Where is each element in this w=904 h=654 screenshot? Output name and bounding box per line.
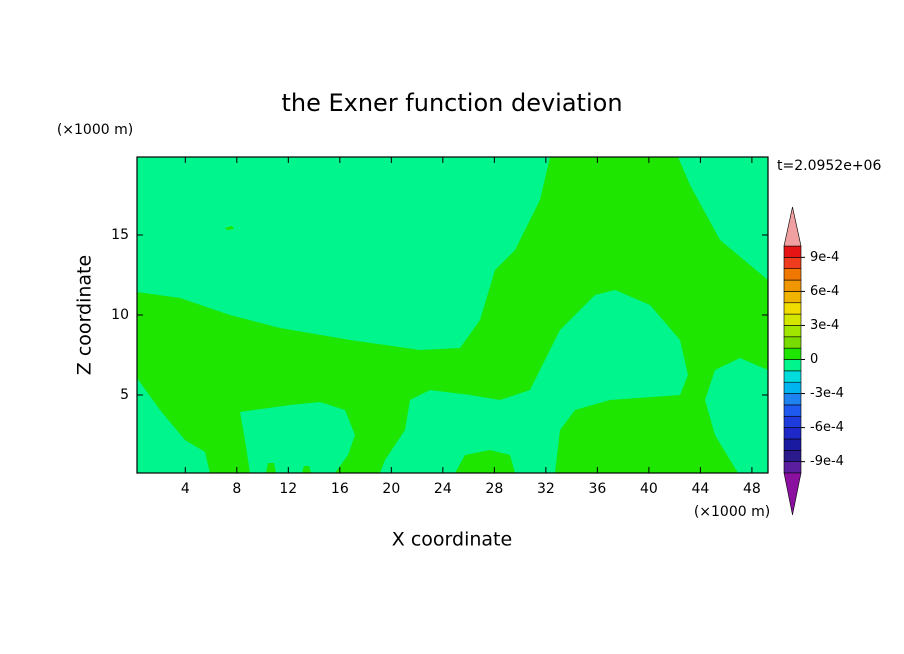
colorbar-tick-label: 6e-4 [810, 284, 839, 299]
colorbar-box [783, 461, 802, 474]
chart-title: the Exner function deviation [281, 89, 622, 117]
contour-region [240, 402, 355, 473]
x-tick-label: 36 [588, 481, 606, 497]
colorbar-box [783, 291, 802, 304]
y-axis-label: Z coordinate [74, 255, 96, 375]
colorbar-box [783, 302, 802, 315]
colorbar-tick-label: 0 [810, 352, 818, 367]
y-tick-label: 5 [120, 387, 129, 403]
y-tick-label: 10 [111, 307, 129, 323]
colorbar-box [783, 313, 802, 326]
colorbar-box [783, 336, 802, 349]
x-tick-label: 8 [232, 481, 241, 497]
colorbar-box [783, 257, 802, 270]
contour-field [137, 157, 768, 473]
colorbar-tick-label: 3e-4 [810, 318, 839, 333]
x-tick-label: 28 [485, 481, 503, 497]
colorbar-box [783, 438, 802, 451]
colorbar-tick-label: -9e-4 [810, 454, 844, 469]
colorbar-under [783, 472, 802, 516]
x-tick-label: 44 [691, 481, 709, 497]
colorbar-box [783, 427, 802, 440]
colorbar-over [783, 206, 802, 247]
x-tick-label: 48 [743, 481, 761, 497]
x-tick-label: 4 [181, 481, 190, 497]
x-tick-label: 12 [279, 481, 297, 497]
x-tick-label: 24 [434, 481, 452, 497]
colorbar-box [783, 245, 802, 258]
colorbar-box [783, 449, 802, 462]
x-tick-label: 20 [382, 481, 400, 497]
colorbar-box [783, 279, 802, 292]
colorbar-box [783, 268, 802, 281]
y-unit: (×1000 m) [57, 122, 133, 138]
colorbar-tick-label: 9e-4 [810, 250, 839, 265]
time-label: t=2.0952e+06 [777, 158, 881, 174]
x-unit: (×1000 m) [694, 504, 770, 520]
x-tick-label: 40 [640, 481, 658, 497]
colorbar-box [783, 393, 802, 406]
x-axis-label: X coordinate [392, 529, 512, 551]
x-tick-label: 32 [537, 481, 555, 497]
colorbar-box [783, 325, 802, 338]
contour-region [455, 450, 515, 473]
y-tick-label: 15 [111, 227, 129, 243]
colorbar-box [783, 415, 802, 428]
colorbar: -9e-4 -6e-4 -3e-4 0 3e-4 6e-4 9e-4 [783, 206, 844, 516]
colorbar-box [783, 381, 802, 394]
colorbar-box [783, 359, 802, 372]
colorbar-box [783, 370, 802, 383]
colorbar-tick-label: -6e-4 [810, 420, 844, 435]
colorbar-box [783, 404, 802, 417]
colorbar-tick-label: -3e-4 [810, 386, 844, 401]
colorbar-box [783, 347, 802, 360]
x-tick-label: 16 [331, 481, 349, 497]
contour-region [137, 157, 768, 473]
